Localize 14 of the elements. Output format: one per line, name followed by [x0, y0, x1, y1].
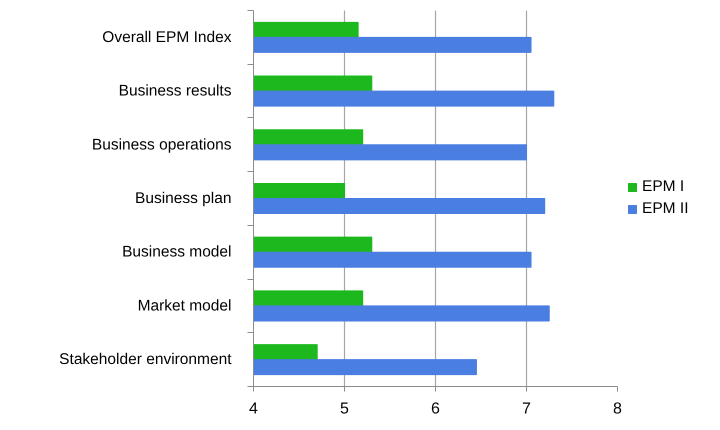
y-tick-label: Market model — [138, 297, 232, 314]
x-tick-label: 5 — [340, 400, 350, 418]
y-tick-label: Overall EPM Index — [102, 28, 232, 46]
legend-label: EPM II — [642, 200, 689, 218]
y-tick-label: Stakeholder environment — [59, 351, 232, 368]
x-tick-label: 4 — [249, 400, 258, 418]
y-tick-label: Business plan — [134, 190, 232, 207]
x-tick-label: 7 — [522, 400, 532, 418]
x-tick-label: 8 — [613, 400, 622, 418]
y-tick-label: Business operations — [92, 136, 232, 154]
legend-label: EPM I — [642, 178, 684, 196]
y-tick-label: Business results — [118, 82, 232, 100]
y-tick-label: Business model — [122, 244, 232, 261]
x-tick-label: 6 — [431, 400, 440, 418]
